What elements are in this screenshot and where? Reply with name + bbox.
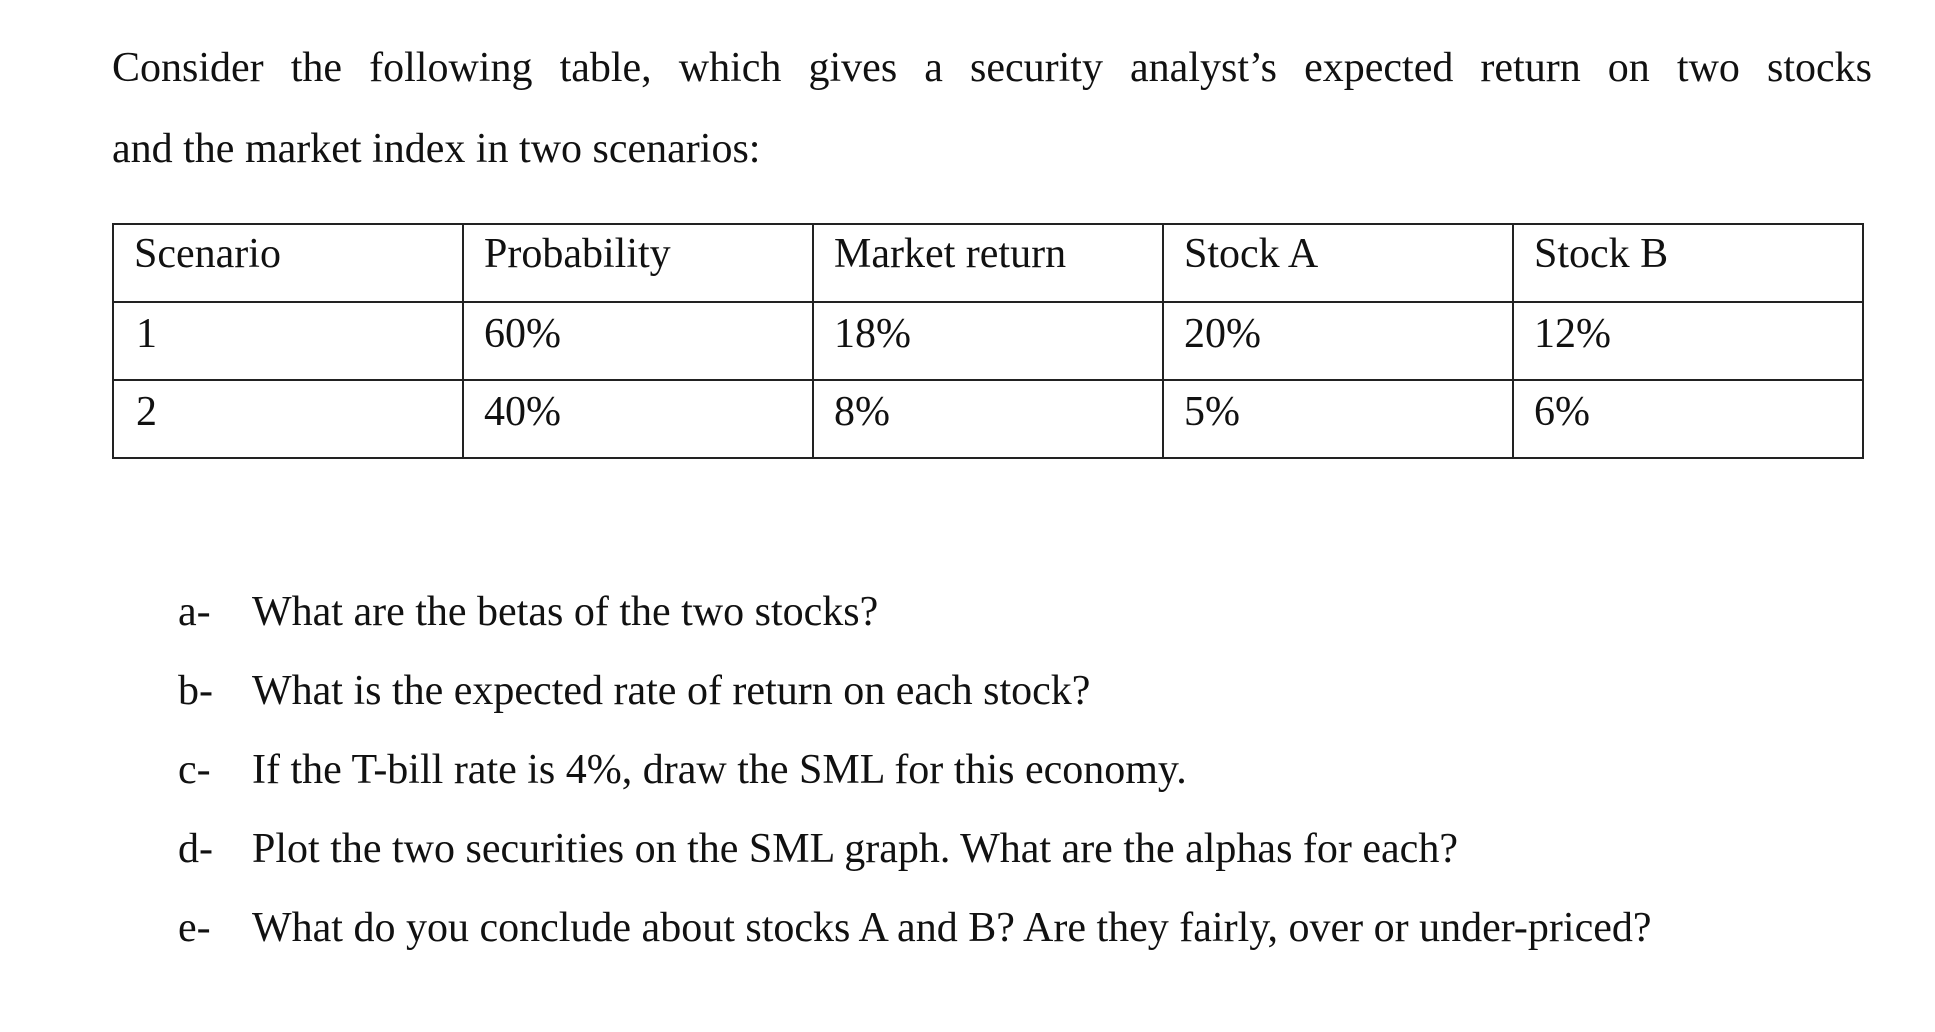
list-item: c- If the T-bill rate is 4%, draw the SM… xyxy=(178,738,1652,817)
header-scenario: Scenario xyxy=(112,223,464,303)
list-item: d- Plot the two securities on the SML gr… xyxy=(178,817,1652,896)
cell-stock-b: 6% xyxy=(1512,379,1864,459)
cell-market-return: 8% xyxy=(812,379,1164,459)
cell-market-return: 18% xyxy=(812,301,1164,381)
question-text: What are the betas of the two stocks? xyxy=(252,589,879,635)
header-stock-a: Stock A xyxy=(1162,223,1514,303)
cell-scenario: 1 xyxy=(112,301,464,381)
question-marker: c- xyxy=(178,747,211,793)
question-text: If the T-bill rate is 4%, draw the SML f… xyxy=(252,747,1187,793)
cell-stock-a: 5% xyxy=(1162,379,1514,459)
question-list: a- What are the betas of the two stocks?… xyxy=(178,580,1652,975)
question-text: What is the expected rate of return on e… xyxy=(252,668,1091,714)
intro-line-2: and the market index in two scenarios: xyxy=(112,126,761,172)
list-item: a- What are the betas of the two stocks? xyxy=(178,580,1652,659)
question-marker: a- xyxy=(178,589,211,635)
table-header-row: Scenario Probability Market return Stock… xyxy=(112,223,1864,303)
intro-line-1: Consider the following table, which give… xyxy=(112,45,1872,91)
list-item: b- What is the expected rate of return o… xyxy=(178,659,1652,738)
cell-probability: 40% xyxy=(462,379,814,459)
scenario-table: Scenario Probability Market return Stock… xyxy=(112,223,1864,459)
header-market-return: Market return xyxy=(812,223,1164,303)
question-text: What do you conclude about stocks A and … xyxy=(252,905,1652,951)
table-row: 2 40% 8% 5% 6% xyxy=(112,379,1864,459)
cell-stock-a: 20% xyxy=(1162,301,1514,381)
cell-scenario: 2 xyxy=(112,379,464,459)
question-text: Plot the two securities on the SML graph… xyxy=(252,826,1458,872)
header-stock-b: Stock B xyxy=(1512,223,1864,303)
table-row: 1 60% 18% 20% 12% xyxy=(112,301,1864,381)
question-marker: e- xyxy=(178,905,211,951)
cell-stock-b: 12% xyxy=(1512,301,1864,381)
cell-probability: 60% xyxy=(462,301,814,381)
question-marker: d- xyxy=(178,826,213,872)
question-marker: b- xyxy=(178,668,213,714)
list-item: e- What do you conclude about stocks A a… xyxy=(178,896,1652,975)
header-probability: Probability xyxy=(462,223,814,303)
intro-paragraph: Consider the following table, which give… xyxy=(112,28,1872,190)
